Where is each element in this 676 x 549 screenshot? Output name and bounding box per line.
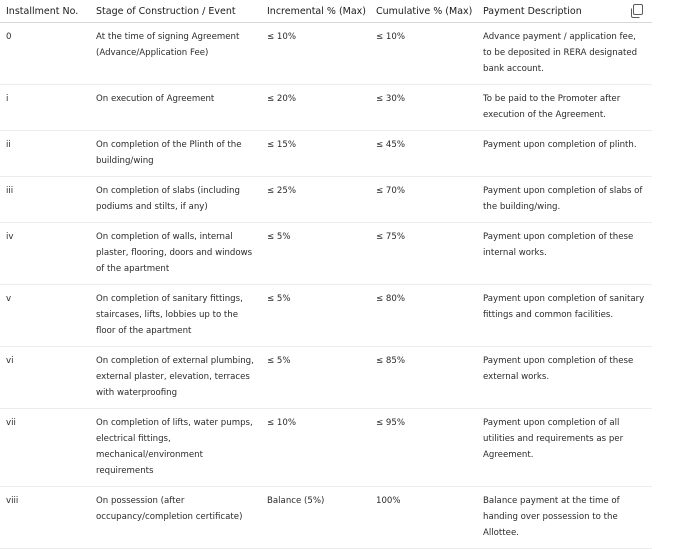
installment-no-cell: v [0,284,90,347]
stage-cell: On completion of the Plinth of the build… [90,130,261,177]
header-incremental: Incremental % (Max) [261,0,370,23]
incremental-cell: ≤ 10% [261,22,370,85]
incremental-cell: ≤ 5% [261,222,370,285]
table-row: viii On possession (after occupancy/compl… [0,486,652,549]
payment-description-cell: Payment upon completion of these interna… [477,222,652,285]
copy-table-button[interactable] [629,3,645,19]
incremental-cell: ≤ 5% [261,284,370,347]
table-row: vi On completion of external plumbing, ex… [0,346,652,409]
copy-icon [631,4,643,18]
cumulative-cell: ≤ 75% [370,222,477,285]
installment-no-cell: 0 [0,22,90,85]
stage-cell: At the time of signing Agreement (Advanc… [90,22,261,85]
incremental-cell: ≤ 20% [261,84,370,131]
incremental-cell: ≤ 5% [261,346,370,409]
incremental-cell: ≤ 25% [261,176,370,223]
installment-no-cell: i [0,84,90,131]
header-row: Installment No. Stage of Construction / … [0,0,652,23]
incremental-cell: ≤ 10% [261,408,370,487]
payment-description-cell: Balance payment at the time of handing o… [477,486,652,549]
installment-no-cell: vi [0,346,90,409]
stage-cell: On completion of walls, internal plaster… [90,222,261,285]
payment-description-cell: Payment upon completion of all utilities… [477,408,652,487]
stage-cell: On possession (after occupancy/completio… [90,486,261,549]
stage-cell: On completion of external plumbing, exte… [90,346,261,409]
payment-description-cell: Payment upon completion of slabs of the … [477,176,652,223]
cumulative-cell: ≤ 45% [370,130,477,177]
cumulative-cell: ≤ 95% [370,408,477,487]
table-row: iii On completion of slabs (including pod… [0,176,652,223]
header-installment-no: Installment No. [0,0,90,23]
payment-description-cell: Advance payment / application fee, to be… [477,22,652,85]
header-payment-description: Payment Description [477,0,652,23]
header-stage: Stage of Construction / Event [90,0,261,23]
incremental-cell: Balance (5%) [261,486,370,549]
stage-cell: On completion of slabs (including podium… [90,176,261,223]
payment-description-cell: To be paid to the Promoter after executi… [477,84,652,131]
table-row: iv On completion of walls, internal plast… [0,222,652,285]
installment-no-cell: iii [0,176,90,223]
table-row: vii On completion of lifts, water pumps, … [0,408,652,487]
table-row: 0 At the time of signing Agreement (Advan… [0,22,652,85]
table-row: v On completion of sanitary fittings, sta… [0,284,652,347]
payment-description-cell: Payment upon completion of sanitary fitt… [477,284,652,347]
cumulative-cell: ≤ 70% [370,176,477,223]
installment-no-cell: vii [0,408,90,487]
payment-description-cell: Payment upon completion of plinth. [477,130,652,177]
installment-no-cell: iv [0,222,90,285]
payment-description-cell: Payment upon completion of these externa… [477,346,652,409]
cumulative-cell: 100% [370,486,477,549]
stage-cell: On completion of sanitary fittings, stai… [90,284,261,347]
stage-cell: On completion of lifts, water pumps, ele… [90,408,261,487]
installment-no-cell: ii [0,130,90,177]
cumulative-cell: ≤ 10% [370,22,477,85]
table-row: i On execution of Agreement ≤ 20% ≤ 30% To b… [0,84,652,131]
cumulative-cell: ≤ 80% [370,284,477,347]
cumulative-cell: ≤ 30% [370,84,477,131]
stage-cell: On execution of Agreement [90,84,261,131]
cumulative-cell: ≤ 85% [370,346,477,409]
payment-schedule-table: Installment No. Stage of Construction / … [0,0,652,549]
installment-no-cell: viii [0,486,90,549]
header-cumulative: Cumulative % (Max) [370,0,477,23]
incremental-cell: ≤ 15% [261,130,370,177]
table-row: ii On completion of the Plinth of the bui… [0,130,652,177]
